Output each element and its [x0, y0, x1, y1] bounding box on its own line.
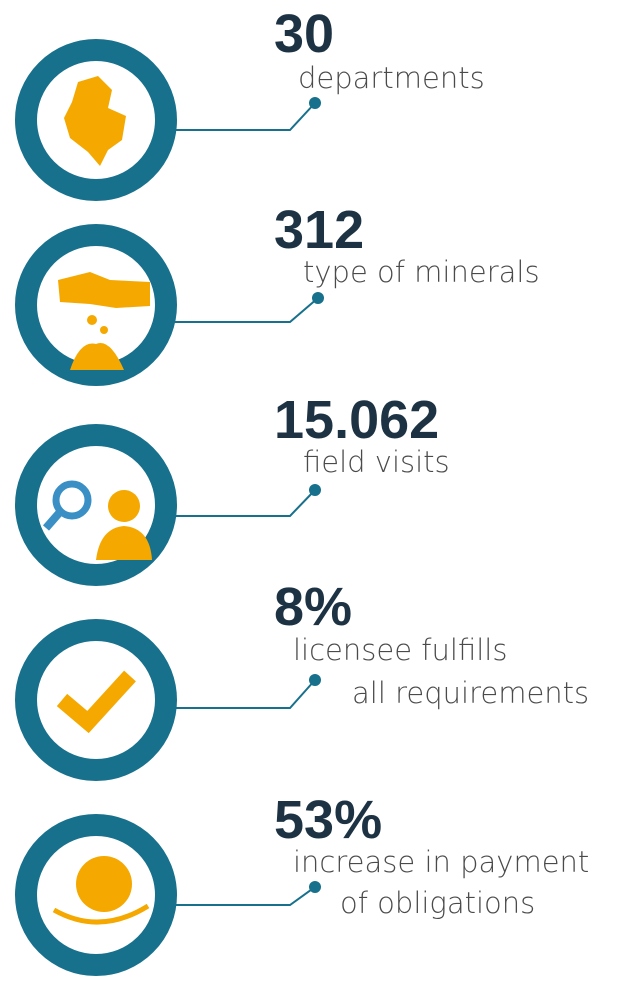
ring: [15, 224, 177, 386]
drop: [100, 326, 108, 334]
hand: [52, 903, 150, 925]
stat-label: increase in payment: [293, 845, 589, 879]
stat-label: licensee fulfills: [293, 633, 507, 667]
connector-dot: [309, 881, 321, 893]
stat-value: 53%: [274, 790, 382, 850]
magnifier: [52, 480, 92, 520]
stat-value: 312: [274, 200, 364, 260]
map-icon: [64, 76, 126, 166]
drop: [87, 315, 97, 325]
stat-value: 15.062: [274, 390, 439, 450]
pile: [70, 343, 124, 370]
stat-value: 30: [274, 4, 334, 64]
connector: [175, 886, 316, 906]
connector: [175, 297, 319, 323]
stat-label: all requirements: [352, 676, 589, 710]
stat-label: type of minerals: [303, 255, 540, 289]
connector: [175, 679, 316, 709]
stat-label: of obligations: [340, 886, 535, 920]
stat-label: departments: [298, 61, 485, 95]
check-icon: [56, 670, 136, 734]
magnifier-handle: [42, 509, 64, 531]
stat-value: 8%: [274, 577, 352, 637]
connector: [175, 489, 316, 517]
worker-head: [108, 490, 140, 522]
ring: [15, 619, 177, 781]
stat-item: 53%increase in payment of obligations: [15, 790, 589, 976]
hand-icon: [58, 272, 150, 308]
stat-item: 8%licensee fulfills all requirements: [15, 577, 589, 781]
stat-label: field visits: [303, 445, 450, 479]
coin: [76, 856, 132, 912]
connector-dot: [312, 292, 324, 304]
connector-dot: [309, 484, 321, 496]
worker-body: [96, 526, 152, 560]
connector-dot: [309, 97, 321, 109]
connector-dot: [309, 674, 321, 686]
connector: [175, 102, 316, 131]
